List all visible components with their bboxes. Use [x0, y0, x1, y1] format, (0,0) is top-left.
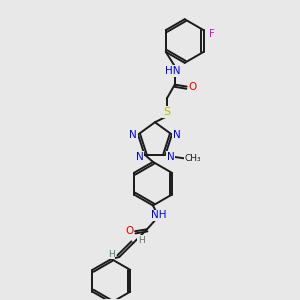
Text: O: O: [188, 82, 197, 92]
Text: N: N: [136, 152, 143, 161]
Text: N: N: [173, 130, 181, 140]
Text: F: F: [208, 29, 214, 39]
Text: H: H: [138, 236, 145, 245]
Text: HN: HN: [165, 66, 181, 76]
Text: NH: NH: [151, 210, 167, 220]
Text: S: S: [163, 107, 170, 117]
Text: N: N: [167, 152, 174, 161]
Text: O: O: [125, 226, 133, 236]
Text: N: N: [129, 130, 137, 140]
Text: H: H: [108, 250, 115, 259]
Text: CH₃: CH₃: [185, 154, 202, 163]
